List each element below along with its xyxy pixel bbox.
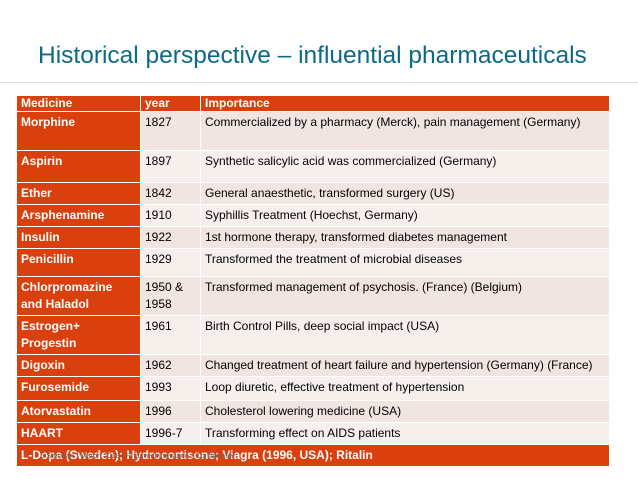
year-cell: 1993 <box>140 376 201 401</box>
year-cell: 1961 <box>140 315 201 355</box>
table-row: HAART 1996-7 Transforming effect on AIDS… <box>16 422 610 445</box>
table-footer-row: L-Dopa (Sweden); Hydrocortisone; Viagra … <box>16 444 610 467</box>
table-row: Aspirin 1897 Synthetic salicylic acid wa… <box>16 150 610 183</box>
year-cell: 1950 & 1958 <box>140 276 201 316</box>
year-cell: 1827 <box>140 111 201 151</box>
importance-cell: Syphillis Treatment (Hoechst, Germany) <box>200 204 610 227</box>
year-cell: 1842 <box>140 182 201 205</box>
table-header-row: Medicine year Importance <box>16 95 610 112</box>
header-year: year <box>140 95 201 112</box>
slide-title: Historical perspective – influential pha… <box>38 42 587 69</box>
table-row: Penicillin 1929 Transformed the treatmen… <box>16 248 610 277</box>
importance-cell: Transforming effect on AIDS patients <box>200 422 610 445</box>
year-cell: 1929 <box>140 248 201 277</box>
medicine-cell: HAART <box>16 422 141 445</box>
table-row: Morphine 1827 Commercialized by a pharma… <box>16 111 610 151</box>
importance-cell: Commercialized by a pharmacy (Merck), pa… <box>200 111 610 151</box>
table-row: Insulin 1922 1st hormone therapy, transf… <box>16 226 610 249</box>
year-cell: 1922 <box>140 226 201 249</box>
year-cell: 1996 <box>140 400 201 423</box>
title-divider <box>0 82 638 83</box>
table-row: Digoxin 1962 Changed treatment of heart … <box>16 354 610 377</box>
table-row: Arsphenamine 1910 Syphillis Treatment (H… <box>16 204 610 227</box>
medicine-cell: Arsphenamine <box>16 204 141 227</box>
importance-cell: Changed treatment of heart failure and h… <box>200 354 610 377</box>
year-cell: 1962 <box>140 354 201 377</box>
medicine-cell: Penicillin <box>16 248 141 277</box>
year-cell: 1897 <box>140 150 201 183</box>
medicine-cell: Ether <box>16 182 141 205</box>
importance-cell: Synthetic salicylic acid was commerciali… <box>200 150 610 183</box>
medicine-cell: Insulin <box>16 226 141 249</box>
importance-cell: Cholesterol lowering medicine (USA) <box>200 400 610 423</box>
pharmaceuticals-table: Medicine year Importance Morphine 1827 C… <box>16 95 610 467</box>
importance-cell: Birth Control Pills, deep social impact … <box>200 315 610 355</box>
medicine-cell: Chlorpromazine and Haladol <box>16 276 141 316</box>
year-cell: 1910 <box>140 204 201 227</box>
medicine-cell: Morphine <box>16 111 141 151</box>
medicine-cell: Aspirin <box>16 150 141 183</box>
table-row: Ether 1842 General anaesthetic, transfor… <box>16 182 610 205</box>
importance-cell: 1st hormone therapy, transformed diabete… <box>200 226 610 249</box>
slide-footer: 5 Sthohan | March 2013 | Pharma Innovati… <box>40 451 235 460</box>
medicine-cell: Atorvastatin <box>16 400 141 423</box>
importance-cell: Transformed the treatment of microbial d… <box>200 248 610 277</box>
medicine-cell: Furosemide <box>16 376 141 401</box>
importance-cell: Loop diuretic, effective treatment of hy… <box>200 376 610 401</box>
header-medicine: Medicine <box>16 95 141 112</box>
medicine-cell: Digoxin <box>16 354 141 377</box>
table-row: Atorvastatin 1996 Cholesterol lowering m… <box>16 400 610 423</box>
medicine-cell: Estrogen+ Progestin <box>16 315 141 355</box>
other-medicines-cell: L-Dopa (Sweden); Hydrocortisone; Viagra … <box>16 444 610 467</box>
importance-cell: General anaesthetic, transformed surgery… <box>200 182 610 205</box>
table-row: Furosemide 1993 Loop diuretic, effective… <box>16 376 610 401</box>
header-importance: Importance <box>200 95 610 112</box>
year-cell: 1996-7 <box>140 422 201 445</box>
importance-cell: Transformed management of psychosis. (Fr… <box>200 276 610 316</box>
table-row: Estrogen+ Progestin 1961 Birth Control P… <box>16 315 610 355</box>
table-row: Chlorpromazine and Haladol 1950 & 1958 T… <box>16 276 610 316</box>
